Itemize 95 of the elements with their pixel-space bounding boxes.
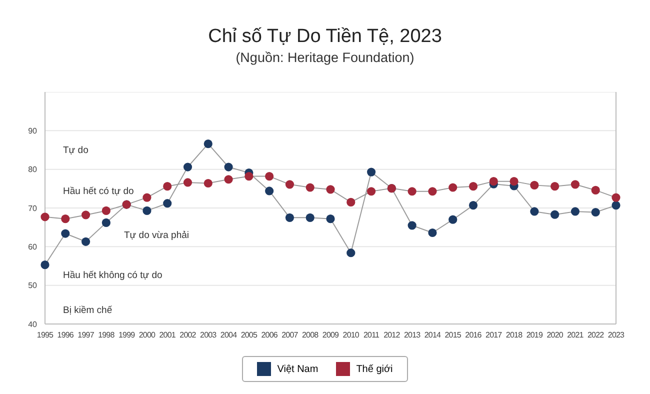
point xyxy=(428,187,437,196)
x-tick-label: 2002 xyxy=(180,330,197,340)
point xyxy=(61,229,70,238)
x-tick-label: 2006 xyxy=(261,330,278,340)
point xyxy=(591,186,600,195)
x-tick-label: 2020 xyxy=(546,330,564,340)
point xyxy=(530,207,539,216)
point xyxy=(224,162,233,172)
x-tick-label: 2011 xyxy=(363,330,380,340)
x-tick-label: 1996 xyxy=(57,330,74,340)
point xyxy=(285,213,294,222)
point xyxy=(408,221,416,230)
x-tick-label: 2004 xyxy=(220,330,238,340)
y-tick-label: 40 xyxy=(28,320,38,329)
x-tick-label: 2013 xyxy=(404,330,422,340)
y-tick-label: 50 xyxy=(28,281,38,290)
point xyxy=(102,218,110,227)
x-tick-label: 2023 xyxy=(608,330,626,340)
point xyxy=(163,199,172,208)
point xyxy=(306,213,314,222)
point xyxy=(570,180,580,189)
point xyxy=(81,237,90,246)
point xyxy=(612,200,620,210)
annotation: Hầu hết không có tự do xyxy=(63,270,162,281)
annotation: Tự do xyxy=(63,145,88,156)
point xyxy=(204,178,212,188)
point xyxy=(142,206,152,216)
point xyxy=(448,215,458,224)
point xyxy=(183,178,192,187)
point xyxy=(550,182,560,191)
point xyxy=(40,260,50,270)
y-tick-label: 90 xyxy=(28,126,38,136)
point xyxy=(163,182,172,191)
y-tick-label: 70 xyxy=(28,204,38,213)
x-tick-label: 2014 xyxy=(424,330,442,340)
point xyxy=(244,172,254,181)
x-tick-label: 2008 xyxy=(302,330,320,340)
x-tick-label: 2019 xyxy=(526,330,544,340)
point xyxy=(489,177,498,186)
x-tick-label: 2017 xyxy=(486,330,503,340)
annotation: Bị kiềm chế xyxy=(63,305,112,316)
x-tick-label: 2022 xyxy=(588,330,605,340)
x-tick-label: 2016 xyxy=(465,330,482,340)
x-tick-label: 2015 xyxy=(444,330,462,340)
y-tick-label: 80 xyxy=(28,165,38,174)
chart-subtitle: (Nguồn: Heritage Foundation) xyxy=(234,50,416,65)
legend-label: Thế giới xyxy=(356,364,393,374)
point xyxy=(204,140,212,148)
x-tick-label: 2009 xyxy=(322,330,340,340)
point xyxy=(570,207,580,216)
x-tick-label: 2021 xyxy=(567,330,584,340)
point xyxy=(550,210,560,219)
x-tick-label: 2018 xyxy=(506,330,524,340)
point xyxy=(183,162,192,172)
point xyxy=(102,206,110,216)
annotation: Hầu hết có tự do xyxy=(63,186,134,197)
point xyxy=(265,172,274,181)
point xyxy=(448,183,458,192)
y-tick-label: 60 xyxy=(28,242,38,252)
point xyxy=(285,180,294,189)
point xyxy=(224,175,233,184)
point xyxy=(142,193,152,202)
x-tick-label: 1997 xyxy=(78,330,95,340)
point xyxy=(428,228,437,238)
point xyxy=(306,183,314,192)
point xyxy=(468,182,478,191)
x-tick-label: 1999 xyxy=(118,330,136,340)
point xyxy=(591,208,600,217)
x-tick-label: 2001 xyxy=(159,330,176,340)
point xyxy=(265,186,274,196)
point xyxy=(326,185,335,194)
point xyxy=(40,212,50,222)
point xyxy=(326,214,335,224)
x-tick-label: 2003 xyxy=(200,330,218,340)
point xyxy=(612,193,620,202)
x-tick-label: 2010 xyxy=(342,330,360,340)
point xyxy=(530,180,539,190)
point xyxy=(346,198,356,206)
point xyxy=(408,187,416,196)
x-tick-label: 2005 xyxy=(240,330,258,340)
point xyxy=(366,168,376,176)
x-tick-label: 2012 xyxy=(384,330,401,340)
annotation: Tự do vừa phải xyxy=(124,230,190,241)
x-tick-label: 1995 xyxy=(36,330,54,340)
chart-title: Chỉ số Tự Do Tiền Tệ, 2023 xyxy=(207,26,443,48)
legend-label: Việt Nam xyxy=(277,364,318,374)
point xyxy=(468,200,478,210)
point xyxy=(81,210,90,220)
point xyxy=(366,187,376,196)
x-tick-label: 2000 xyxy=(138,330,156,340)
point xyxy=(510,177,518,186)
point xyxy=(61,214,70,224)
x-tick-label: 1998 xyxy=(98,330,116,340)
x-tick-label: 2007 xyxy=(282,330,299,340)
point xyxy=(346,248,356,258)
